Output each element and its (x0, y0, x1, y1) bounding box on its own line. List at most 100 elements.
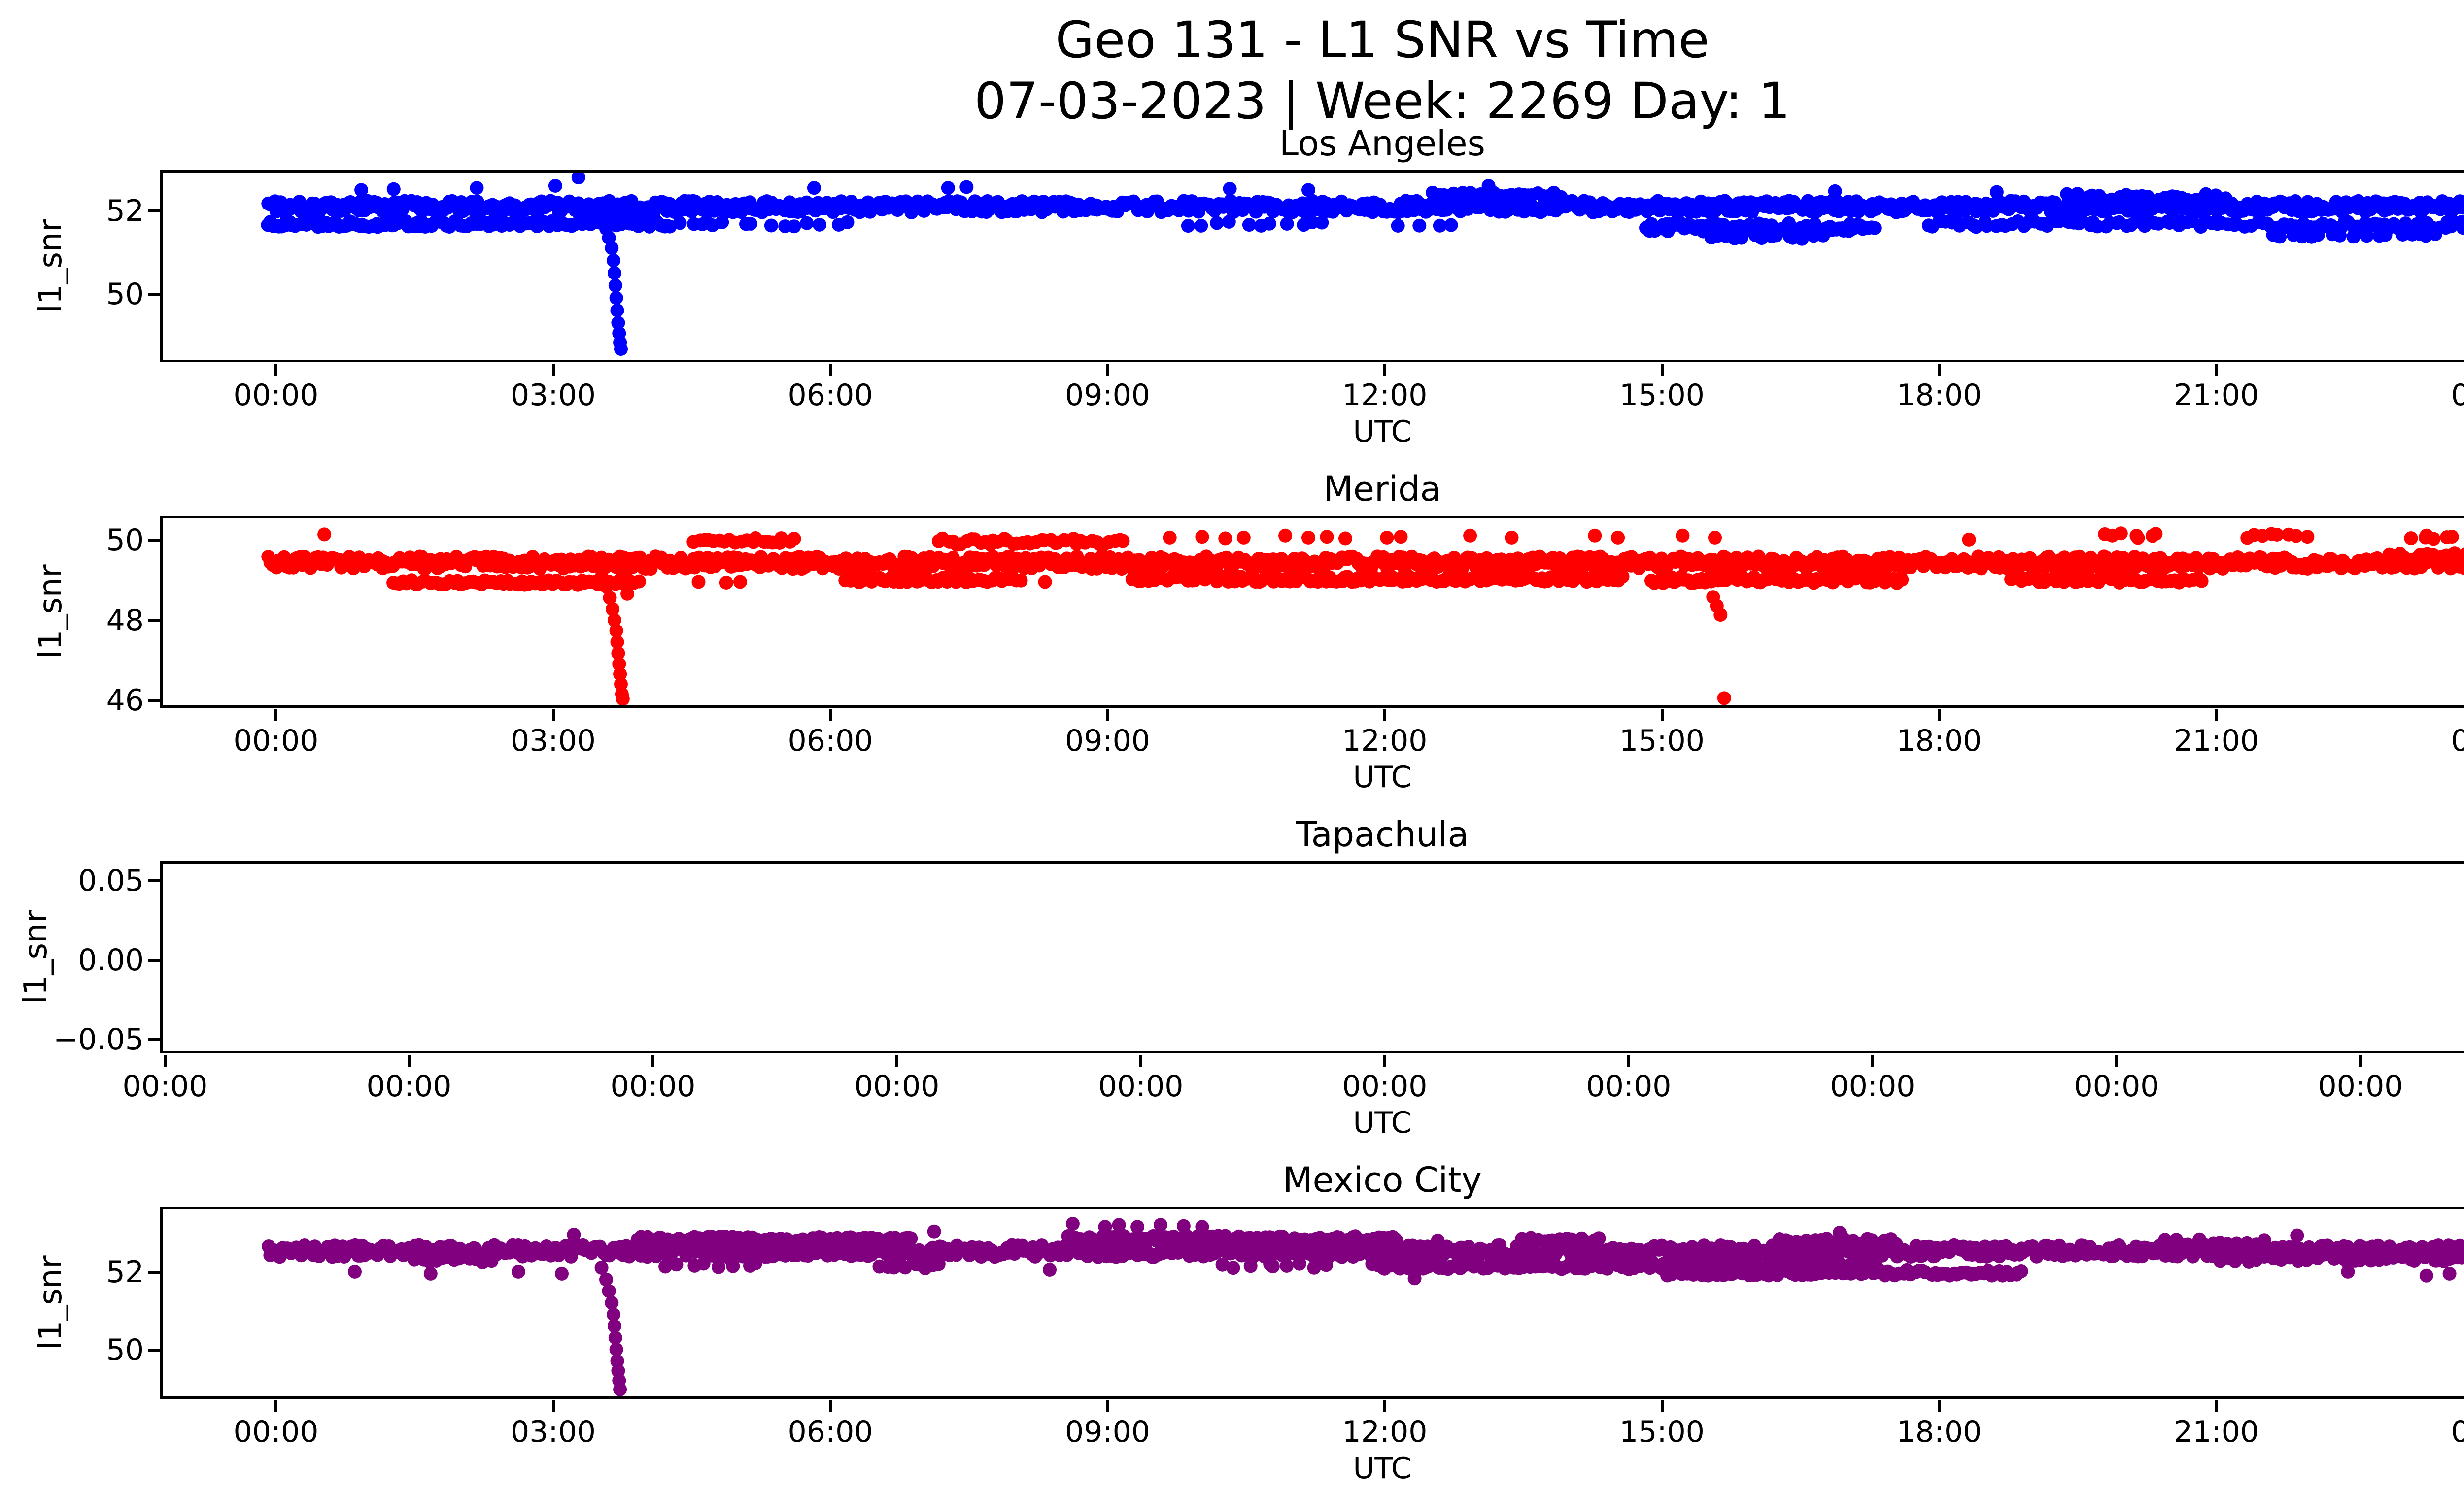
x-tick-mark (164, 1055, 167, 1067)
x-tick-label: 00:00 (854, 1069, 940, 1104)
scatter-point (1708, 530, 1722, 545)
x-tick-mark (1383, 364, 1386, 376)
scatter-point (571, 173, 585, 185)
scatter-point (1433, 218, 1447, 233)
scatter-point (733, 575, 747, 589)
scatter-point (1989, 185, 2004, 199)
scatter-point (1038, 575, 1052, 589)
scatter-point (1795, 232, 1809, 246)
x-tick-label: 00:00 (366, 1069, 452, 1104)
x-tick-label: 00:00 (1342, 1069, 1428, 1104)
scatter-point (764, 218, 778, 233)
scatter-point (1769, 228, 1783, 243)
subplot-title: Merida (1323, 469, 1441, 509)
plot-area: l1_snr 00:00 03:00 06:00 09:00 12:00 15:00 18:… (33, 170, 2464, 413)
scatter-point (1280, 217, 1294, 231)
scatter-point (1717, 691, 1731, 705)
x-tick-mark (1627, 1055, 1630, 1067)
scatter-point (386, 182, 401, 196)
scatter-point (607, 613, 621, 627)
subplot-los-angeles: Los Angeles l1_snr 00:00 03:00 06:00 09:00 1… (33, 121, 2464, 515)
x-tick-label: 00:00 (1586, 1069, 1672, 1104)
x-tick-label: 00:00 (233, 724, 319, 758)
scatter-point (486, 1250, 501, 1264)
y-tick-label: 0.05 (78, 864, 144, 899)
scatter-layer (163, 864, 2464, 1051)
scatter-point (2463, 1242, 2464, 1250)
scatter-point (602, 231, 616, 245)
x-tick-label: 15:00 (1619, 724, 1705, 758)
x-tick-label: 18:00 (1896, 378, 1982, 413)
scatter-point (2349, 227, 2363, 241)
scatter-point (610, 303, 624, 317)
scatter-point (1391, 219, 1405, 233)
scatter-point (1195, 530, 1209, 544)
x-tick-label: 09:00 (1065, 378, 1150, 413)
scatter-point (1412, 218, 1427, 233)
scatter-point (1223, 181, 1237, 196)
subplot-merida: Merida l1_snr 00:00 03:00 06:00 09:00 12:00 1… (33, 466, 2464, 861)
scatter-point (1210, 216, 1224, 230)
scatter-point (673, 216, 687, 230)
x-tick-mark (895, 1055, 898, 1067)
scatter-point (611, 646, 625, 661)
y-tick-mark (148, 1038, 160, 1041)
scatter-point (2257, 1233, 2271, 1248)
x-tick-mark (1660, 364, 1664, 376)
y-tick-label: 48 (106, 603, 144, 638)
scatter-point (613, 667, 627, 681)
x-tick-label: 00:00 (2451, 378, 2464, 413)
y-tick-label: 52 (106, 194, 144, 229)
x-tick-mark (2115, 1055, 2118, 1067)
x-tick-label: 00:00 (233, 378, 319, 413)
scatter-point (2273, 230, 2287, 244)
scatter-point (2404, 531, 2418, 546)
x-tick-mark (551, 364, 555, 376)
subplot-tapachula: Tapachula l1_snr 00:00 00:00 00:00 00:00 00:… (18, 812, 2464, 1206)
x-tick-label: 12:00 (1342, 378, 1428, 413)
scatter-point (1481, 179, 1496, 193)
scatter-point (1301, 530, 1315, 545)
x-tick-mark (1106, 709, 1109, 721)
x-tick-mark (1871, 1055, 1874, 1067)
scatter-point (2360, 229, 2374, 243)
x-tick-label: 00:00 (122, 1069, 208, 1104)
y-tick-mark (148, 619, 160, 622)
subplot-mexico-city: Mexico City l1_snr 00:00 03:00 06:00 09:00 1… (33, 1157, 2464, 1495)
scatter-point (1962, 532, 1976, 547)
scatter-point (1278, 528, 1293, 543)
scatter-point (1242, 218, 1256, 232)
scatter-point (941, 181, 955, 195)
scatter-point (1338, 531, 1352, 546)
x-tick-label: 03:00 (511, 724, 596, 758)
scatter-point (1266, 1259, 1280, 1274)
figure-title-line1: Geo 131 - L1 SNR vs Time (1055, 11, 1710, 70)
scatter-point (1315, 215, 1329, 230)
scatter-point (354, 183, 369, 197)
scatter-point (1236, 530, 1251, 545)
scatter-point (2311, 228, 2325, 242)
x-tick-label: 18:00 (1896, 724, 1982, 758)
scatter-point (1307, 1260, 1321, 1275)
scatter-point (614, 677, 628, 691)
scatter-point (2229, 1236, 2244, 1251)
scatter-point (1218, 531, 1232, 546)
scatter-point (691, 575, 706, 589)
x-tick-label: 00:00 (2318, 1069, 2403, 1104)
scatter-point (2429, 227, 2442, 241)
scatter-point (813, 217, 827, 232)
x-tick-mark (651, 1055, 654, 1067)
scatter-point (2070, 187, 2085, 201)
x-tick-mark (1383, 709, 1386, 721)
x-axis-label: UTC (1353, 1106, 1412, 1140)
scatter-point (1226, 1261, 1240, 1275)
scatter-point (1116, 534, 1130, 548)
scatter-point (606, 602, 620, 616)
scatter-point (1889, 1237, 1903, 1251)
scatter-point (603, 591, 617, 605)
scatter-point (1444, 218, 1458, 232)
x-tick-label: 21:00 (2174, 724, 2259, 758)
scatter-point (2378, 228, 2393, 242)
x-tick-mark (274, 709, 277, 721)
scatter-point (1592, 1231, 1606, 1246)
